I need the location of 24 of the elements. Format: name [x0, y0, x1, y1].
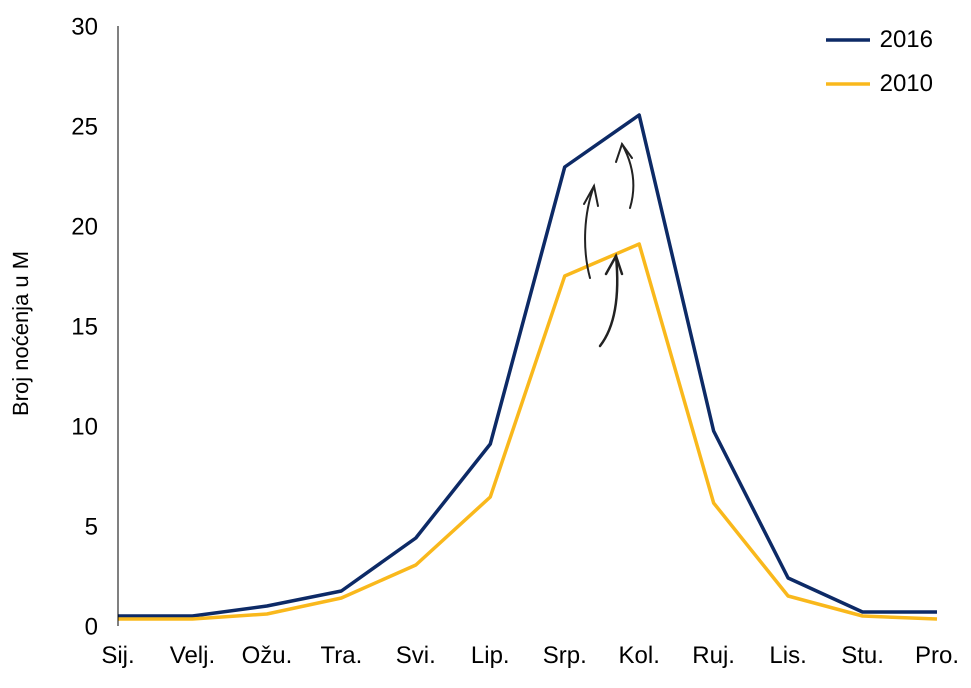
- x-tick-label: Lip.: [470, 642, 510, 670]
- legend-label: 2016: [880, 26, 933, 54]
- x-tick-label: Svi.: [396, 642, 436, 670]
- y-tick-label: 25: [71, 114, 98, 141]
- x-tick-label: Lis.: [769, 642, 807, 670]
- x-tick-label: Ožu.: [242, 642, 292, 670]
- y-tick-label: 30: [71, 14, 98, 41]
- y-tick-label: 10: [71, 414, 98, 441]
- line-series: [116, 113, 939, 618]
- x-tick-label: Pro.: [914, 642, 960, 670]
- x-tick-label: Tra.: [320, 642, 362, 670]
- x-tick-label: Kol.: [618, 642, 660, 670]
- x-tick-label: Sij.: [101, 642, 135, 670]
- x-tick-label: Srp.: [542, 642, 587, 670]
- y-tick-label: 0: [84, 614, 98, 641]
- legend-label: 2010: [880, 70, 933, 98]
- x-tick-label: Velj.: [170, 642, 216, 670]
- x-tick-label: Stu.: [841, 642, 884, 670]
- x-tick-label: Ruj.: [692, 642, 735, 670]
- y-tick-label: 5: [84, 514, 98, 541]
- y-axis-title: Broj noćenja u M: [8, 250, 33, 416]
- y-tick-label: 20: [71, 214, 98, 241]
- line-series: [116, 242, 939, 621]
- y-tick-label: 15: [71, 314, 98, 341]
